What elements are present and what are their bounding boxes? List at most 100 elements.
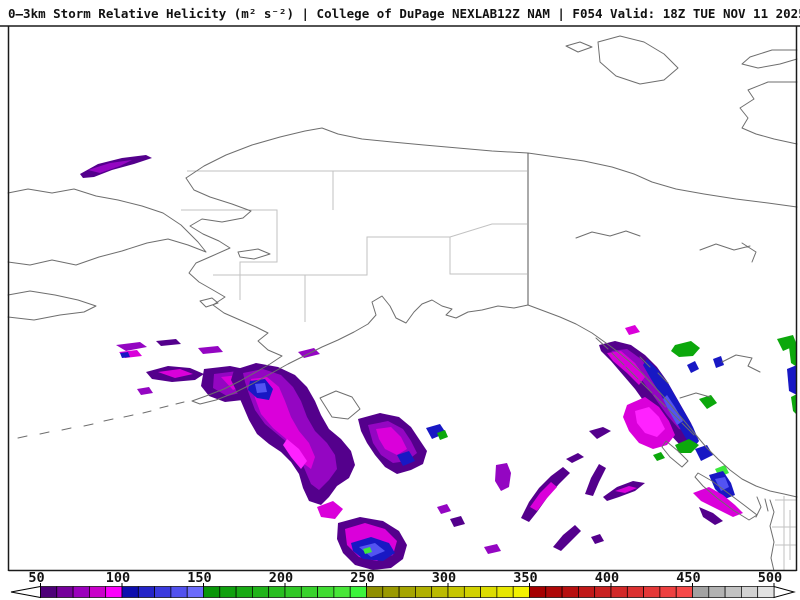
coastline	[566, 36, 678, 84]
colorbar-tick-label: 450	[676, 570, 700, 586]
colorbar-tick-label: 100	[106, 570, 130, 586]
colorbar-segment	[595, 587, 611, 598]
colorbar-segment	[187, 587, 203, 598]
colorbar-tick-label: 200	[269, 570, 293, 586]
coastline	[770, 500, 774, 571]
colorbar-segment	[285, 587, 301, 598]
colorbar-segment	[57, 587, 73, 598]
map-frame	[0, 26, 800, 571]
coastline	[200, 298, 218, 307]
helicity-region	[437, 504, 451, 514]
colorbar-segment	[171, 587, 187, 598]
colorbar-tick-label: 150	[187, 570, 211, 586]
coastline-layer	[8, 36, 797, 571]
helicity-region	[255, 383, 267, 393]
coastline	[740, 82, 797, 144]
colorbar-segment	[758, 587, 774, 598]
helicity-region	[450, 516, 465, 527]
helicity-region	[156, 339, 181, 346]
helicity-region	[695, 445, 713, 461]
colorbar-segment	[611, 587, 627, 598]
colorbar-legend: 50 100 150 200 250 300 350 400 450 500	[11, 570, 794, 598]
boundary-line	[181, 171, 333, 300]
coastline	[576, 231, 760, 398]
colorbar-right-arrow	[774, 587, 794, 598]
colorbar-segment	[399, 587, 415, 598]
helicity-map: 50 100 150 200 250 300 350 400 450 500	[0, 0, 800, 600]
boundary-line	[772, 496, 797, 571]
helicity-region	[687, 361, 699, 373]
helicity-region	[591, 534, 604, 544]
colorbar-segment	[513, 587, 529, 598]
helicity-region	[116, 342, 147, 351]
colorbar-segment	[318, 587, 334, 598]
colorbar-segment	[41, 587, 57, 598]
colorbar-segment	[252, 587, 268, 598]
colorbar-segment	[644, 587, 660, 598]
helicity-region	[787, 365, 797, 395]
helicity-region	[699, 395, 717, 409]
colorbar-tick-label: 50	[28, 570, 44, 586]
colorbar-segment	[578, 587, 594, 598]
colorbar-segment	[89, 587, 105, 598]
colorbar-segment	[741, 587, 757, 598]
colorbar-segment	[676, 587, 692, 598]
helicity-region	[653, 452, 665, 461]
colorbar-tick-label: 350	[513, 570, 537, 586]
colorbar-left-arrow	[11, 587, 41, 598]
colorbar-segment	[383, 587, 399, 598]
coastline	[18, 402, 184, 438]
colorbar-segment	[660, 587, 676, 598]
colorbar-segment	[497, 587, 513, 598]
boundary-line	[213, 237, 527, 275]
helicity-region	[585, 464, 606, 496]
coastline	[320, 391, 360, 419]
colorbar-segment	[269, 587, 285, 598]
helicity-region	[484, 544, 501, 554]
boundary-line	[450, 224, 527, 237]
helicity-region	[198, 346, 223, 354]
colorbar-tick-label: 500	[758, 570, 782, 586]
colorbar-segment	[546, 587, 562, 598]
colorbar-segment	[481, 587, 497, 598]
helicity-region	[566, 453, 584, 463]
helicity-fill-layer	[80, 155, 797, 570]
helicity-region	[589, 427, 611, 439]
colorbar-tick-label: 300	[432, 570, 456, 586]
colorbar-segment	[155, 587, 171, 598]
colorbar-segment	[432, 587, 448, 598]
helicity-region	[137, 387, 153, 395]
colorbar-segment	[204, 587, 220, 598]
colorbar-tick-label: 400	[595, 570, 619, 586]
colorbar-segment	[122, 587, 138, 598]
coastline	[238, 249, 270, 259]
colorbar-segment	[367, 587, 383, 598]
colorbar-segment	[693, 587, 709, 598]
colorbar-segment	[448, 587, 464, 598]
coastline	[756, 497, 768, 517]
coastline	[186, 128, 797, 207]
colorbar-segment	[725, 587, 741, 598]
coastline	[742, 50, 797, 68]
coastline	[8, 291, 96, 320]
colorbar-segment	[627, 587, 643, 598]
colorbar-segment	[301, 587, 317, 598]
colorbar-segment	[350, 587, 366, 598]
helicity-region	[671, 341, 700, 357]
colorbar-segment	[106, 587, 122, 598]
helicity-region	[625, 325, 640, 335]
colorbar-tick-label: 250	[350, 570, 374, 586]
colorbar-segment	[415, 587, 431, 598]
helicity-region	[553, 525, 581, 551]
helicity-region	[495, 463, 511, 491]
colorbar-segment	[464, 587, 480, 598]
colorbar-segment	[562, 587, 578, 598]
colorbar-segment	[530, 587, 546, 598]
colorbar-segment	[220, 587, 236, 598]
colorbar-segment	[138, 587, 154, 598]
colorbar-segment	[709, 587, 725, 598]
colorbar-segment	[73, 587, 89, 598]
colorbar-segment	[236, 587, 252, 598]
colorbar-segment	[334, 587, 350, 598]
coastline	[8, 189, 206, 265]
